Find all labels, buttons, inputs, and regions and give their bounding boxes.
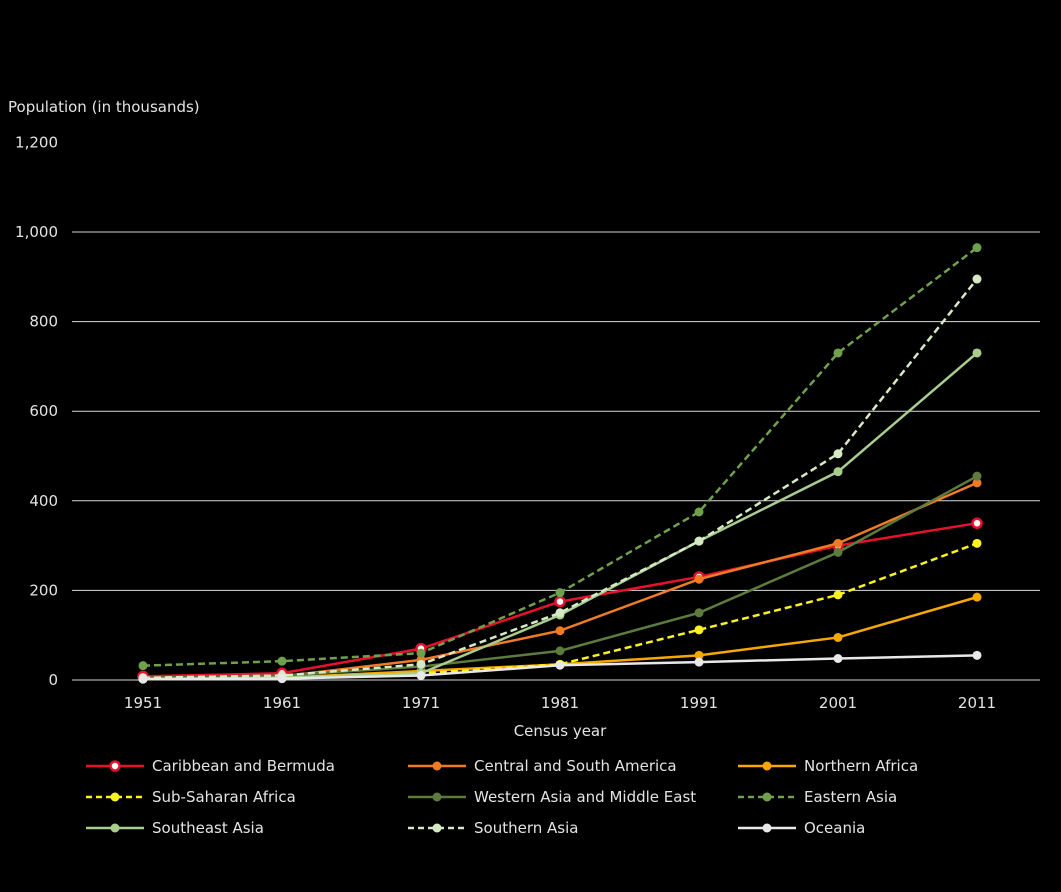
data-point-marker [972, 348, 982, 358]
x-tick-label: 1961 [263, 694, 301, 712]
data-point-marker [833, 547, 843, 557]
data-point-marker [972, 650, 982, 660]
legend-label: Northern Africa [804, 756, 919, 775]
legend-swatch [738, 792, 796, 801]
legend-swatch [86, 792, 144, 801]
legend-swatch [408, 792, 466, 801]
legend-swatch [738, 823, 796, 832]
data-point-marker [555, 588, 565, 598]
legend-item: Eastern Asia [738, 786, 1008, 807]
y-tick-label: 200 [29, 581, 58, 599]
data-point-marker [833, 653, 843, 663]
x-tick-label: 1981 [541, 694, 579, 712]
legend-label: Caribbean and Bermuda [152, 756, 335, 775]
data-point-marker [277, 656, 287, 666]
data-point-marker [972, 471, 982, 481]
data-point-marker [972, 243, 982, 253]
legend-label: Western Asia and Middle East [474, 787, 697, 806]
data-point-marker [833, 538, 843, 548]
legend-swatch [86, 759, 144, 772]
line-chart: 0 200 400 600 800 1,000 1,200 1951 1961 1971 1981 1… [15, 133, 1040, 712]
data-point-marker [833, 449, 843, 459]
data-point-marker [694, 574, 704, 584]
data-point-marker [833, 632, 843, 642]
data-point-marker [416, 671, 426, 681]
data-point-marker [555, 608, 565, 618]
y-tick-label: 0 [48, 671, 58, 689]
data-point-marker [694, 657, 704, 667]
data-point-marker [972, 478, 982, 488]
x-tick-label: 1971 [402, 694, 440, 712]
x-tick-label: 2001 [819, 694, 857, 712]
legend-item: Western Asia and Middle East [408, 786, 738, 807]
legend-swatch [738, 761, 796, 770]
legend-label: Oceania [804, 818, 866, 837]
data-point-marker [833, 467, 843, 477]
data-point-marker [555, 626, 565, 636]
y-tick-label: 600 [29, 402, 58, 420]
legend-label: Southern Asia [474, 818, 579, 837]
data-point-marker [555, 660, 565, 670]
data-point-marker [694, 625, 704, 635]
data-point-marker [833, 348, 843, 358]
legend-label: Sub-Saharan Africa [152, 787, 296, 806]
data-point-marker [694, 507, 704, 517]
data-point-marker [555, 646, 565, 656]
legend-item: Sub-Saharan Africa [86, 786, 408, 807]
legend-swatch [408, 823, 466, 832]
legend-item: Northern Africa [738, 755, 1008, 776]
data-point-marker [554, 595, 566, 608]
legend-swatch [408, 761, 466, 770]
data-point-marker [972, 538, 982, 548]
legend-label: Southeast Asia [152, 818, 264, 837]
data-point-marker [694, 608, 704, 618]
data-point-marker [833, 590, 843, 600]
data-point-marker [972, 592, 982, 602]
data-point-marker [277, 674, 287, 684]
x-tick-label: 1991 [680, 694, 718, 712]
y-tick-label: 1,200 [15, 133, 58, 151]
y-tick-label: 800 [29, 313, 58, 331]
chart-legend: Caribbean and Bermuda Central and South A… [86, 755, 1008, 838]
legend-item: Southeast Asia [86, 817, 408, 838]
y-axis-title: Population (in thousands) [8, 98, 200, 116]
legend-label: Eastern Asia [804, 787, 898, 806]
legend-item: Central and South America [408, 755, 738, 776]
x-tick-label: 2011 [958, 694, 996, 712]
legend-swatch [86, 823, 144, 832]
x-axis-title: Census year [513, 722, 607, 740]
data-point-marker [972, 274, 982, 284]
legend-item: Oceania [738, 817, 1008, 838]
data-point-marker [138, 674, 148, 684]
data-point-marker [416, 659, 426, 669]
y-tick-label: 1,000 [15, 223, 58, 241]
x-tick-label: 1951 [124, 694, 162, 712]
legend-item: Southern Asia [408, 817, 738, 838]
data-point-marker [416, 648, 426, 658]
legend-label: Central and South America [474, 756, 677, 775]
y-tick-label: 400 [29, 492, 58, 510]
data-point-marker [694, 650, 704, 660]
data-point-marker [694, 536, 704, 546]
data-point-marker [971, 517, 983, 529]
data-point-marker [138, 661, 148, 671]
legend-item: Caribbean and Bermuda [86, 755, 408, 776]
